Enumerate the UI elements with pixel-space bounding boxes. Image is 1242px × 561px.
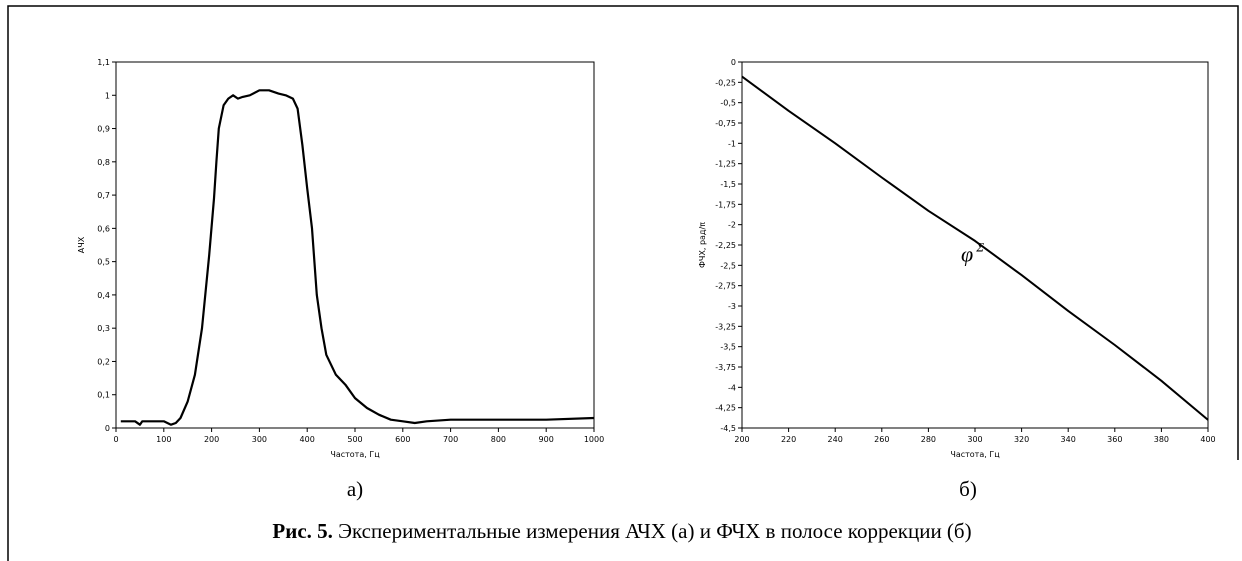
chart-a-ytick-label: 0,6: [97, 224, 110, 233]
chart-b-ytick-label: -0,5: [720, 99, 736, 108]
chart-a-plot-area: [115, 61, 595, 429]
chart-b-ytick-label: -1,75: [715, 200, 736, 209]
chart-b-xtick-label: 220: [781, 435, 796, 444]
chart-b-xtick-label: 300: [967, 435, 982, 444]
chart-a-ytick-label: 0,3: [97, 324, 110, 333]
chart-a-xtick-label: 200: [204, 435, 219, 444]
chart-a-ytick-label: 0,1: [97, 391, 110, 400]
chart-b-ytick-label: -2,25: [715, 241, 736, 250]
chart-a-xtick-label: 0: [113, 435, 118, 444]
chart-a-xtick-label: 800: [491, 435, 506, 444]
chart-b-ytick-label: -1,25: [715, 160, 736, 169]
chart-b-ytick-label: -0,75: [715, 119, 736, 128]
caption-text: Экспериментальные измерения АЧХ (а) и ФЧ…: [333, 519, 972, 543]
chart-a-ytick-label: 0,9: [97, 125, 110, 134]
chart-b-ytick-label: -1: [728, 139, 736, 148]
chart-b-ytick-label: -2,75: [715, 282, 736, 291]
chart-a-ytick-label: 1,1: [97, 58, 110, 67]
chart-a-ylabel: АЧХ: [77, 236, 86, 253]
chart-b-xtick-label: 340: [1061, 435, 1076, 444]
chart-b-y-ticks: 0 -0,25 -0,5 -0,75 -1 -1,25 -1,5 -1,75 -2 -2,25 -2…: [715, 58, 742, 433]
chart-a-ytick-label: 0,7: [97, 191, 110, 200]
chart-b-xtick-label: 400: [1200, 435, 1215, 444]
chart-b-ytick-label: -4,25: [715, 404, 736, 413]
chart-a-xtick-label: 700: [443, 435, 458, 444]
phi-superscript: Σ: [975, 239, 984, 254]
chart-b-xtick-label: 360: [1107, 435, 1122, 444]
chart-b-xlabel: Частота, Гц: [950, 450, 1000, 459]
chart-a-xtick-label: 1000: [584, 435, 604, 444]
chart-b-ytick-label: -3: [728, 302, 736, 311]
chart-a-ytick-label: 1: [105, 91, 110, 100]
chart-b-ytick-label: -0,25: [715, 78, 736, 87]
chart-a-y-ticks: 0 0,1 0,2 0,3 0,4 0,5 0,6 0,7 0,8 0,9 1 1,1: [97, 58, 116, 433]
chart-b-ytick-label: -3,5: [720, 343, 736, 352]
chart-a-xtick-label: 400: [300, 435, 315, 444]
chart-b-ytick-label: -2: [728, 221, 736, 230]
chart-b-ytick-label: -2,5: [720, 261, 736, 270]
chart-b-xtick-label: 380: [1154, 435, 1169, 444]
chart-a-xtick-label: 900: [539, 435, 554, 444]
chart-b-ytick-label: -4,5: [720, 424, 736, 433]
chart-b-xtick-label: 240: [828, 435, 843, 444]
chart-a-x-ticks: 0 100 200 300 400 500 600 700 800 900 1000: [113, 428, 604, 444]
chart-b-plot-area: [741, 61, 1209, 429]
chart-b-ytick-label: -3,25: [715, 322, 736, 331]
chart-a-xtick-label: 500: [347, 435, 362, 444]
chart-b-ytick-label: -1,5: [720, 180, 736, 189]
chart-b: 0 -0,25 -0,5 -0,75 -1 -1,25 -1,5 -1,75 -2 -2,25 -2…: [698, 58, 1216, 501]
frame-border: [7, 5, 1239, 561]
figure-caption: Рис. 5. Экспериментальные измерения АЧХ …: [272, 519, 971, 543]
chart-b-panel-label: б): [959, 477, 977, 501]
chart-a-panel-label: а): [347, 477, 363, 501]
chart-b-series-line: [741, 75, 1209, 421]
chart-b-ytick-label: 0: [731, 58, 736, 67]
chart-a-xlabel: Частота, Гц: [330, 450, 380, 459]
chart-b-xtick-label: 200: [734, 435, 749, 444]
chart-a-xtick-label: 300: [252, 435, 267, 444]
chart-a-series-line: [120, 89, 595, 426]
chart-b-x-ticks: 200 220 240 260 280 300 320 340 360 380 400: [734, 428, 1216, 444]
chart-a-ytick-label: 0,5: [97, 258, 110, 267]
chart-a-ytick-label: 0: [105, 424, 110, 433]
chart-b-ylabel: ФЧХ, рад/π: [698, 222, 707, 268]
chart-a-xtick-label: 100: [156, 435, 171, 444]
chart-a-xtick-label: 600: [395, 435, 410, 444]
chart-a: 0 0,1 0,2 0,3 0,4 0,5 0,6 0,7 0,8 0,9 1 1,1 0 100 200…: [77, 58, 604, 501]
chart-a-ytick-label: 0,4: [97, 291, 110, 300]
caption-bold: Рис. 5.: [272, 519, 333, 543]
chart-b-ytick-label: -3,75: [715, 363, 736, 372]
chart-b-xtick-label: 260: [874, 435, 889, 444]
chart-a-ytick-label: 0,8: [97, 158, 110, 167]
chart-b-ytick-label: -4: [728, 383, 736, 392]
phi-symbol: φ: [961, 241, 973, 266]
chart-b-xtick-label: 320: [1014, 435, 1029, 444]
chart-b-xtick-label: 280: [921, 435, 936, 444]
chart-a-ytick-label: 0,2: [97, 357, 110, 366]
